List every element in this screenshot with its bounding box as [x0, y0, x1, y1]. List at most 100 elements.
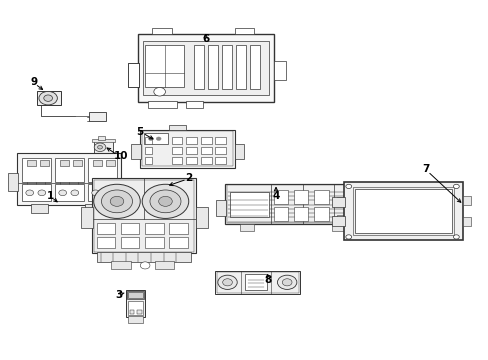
Bar [142, 131, 233, 166]
Bar [462, 217, 470, 226]
Circle shape [94, 184, 140, 219]
Bar [145, 237, 163, 248]
Bar [92, 139, 115, 142]
Text: 4: 4 [272, 191, 279, 201]
Circle shape [59, 190, 66, 195]
Bar [22, 184, 50, 201]
Bar [169, 237, 187, 248]
Bar [186, 157, 197, 164]
Circle shape [39, 91, 57, 105]
Circle shape [154, 87, 165, 96]
Bar [196, 207, 207, 228]
Circle shape [110, 196, 123, 206]
Bar [171, 137, 182, 144]
Bar [89, 112, 106, 121]
Bar [224, 184, 375, 225]
Bar [352, 188, 453, 235]
Bar [215, 137, 225, 144]
Bar [81, 207, 93, 228]
Bar [336, 215, 349, 221]
Bar [229, 193, 268, 217]
Bar [125, 290, 145, 317]
Bar [201, 157, 211, 164]
Bar [140, 130, 234, 167]
Circle shape [345, 184, 351, 189]
Bar [55, 184, 83, 201]
Bar [235, 45, 246, 89]
Bar [314, 207, 328, 221]
Bar [88, 184, 116, 201]
Text: 1: 1 [47, 191, 54, 201]
Circle shape [159, 196, 172, 206]
Bar [171, 157, 182, 164]
Bar [97, 252, 191, 262]
Bar [22, 158, 50, 182]
Circle shape [38, 190, 45, 195]
Bar [128, 292, 142, 298]
Bar [93, 160, 102, 166]
Circle shape [98, 145, 102, 149]
Bar [121, 237, 139, 248]
Bar [234, 28, 254, 34]
Circle shape [103, 190, 111, 195]
Circle shape [140, 262, 150, 269]
Bar [145, 147, 152, 154]
Circle shape [156, 137, 161, 140]
Bar [145, 224, 163, 234]
Bar [239, 224, 254, 231]
Bar [293, 207, 308, 221]
Text: 6: 6 [202, 35, 209, 44]
Bar [215, 271, 300, 294]
Bar [130, 144, 141, 159]
Bar [145, 137, 152, 144]
Circle shape [71, 190, 79, 195]
Bar [55, 158, 83, 182]
Circle shape [345, 235, 351, 239]
Text: 9: 9 [30, 77, 37, 87]
Bar [138, 34, 273, 102]
Circle shape [142, 184, 188, 219]
Circle shape [150, 190, 181, 213]
Bar [128, 63, 139, 87]
Bar [171, 147, 182, 154]
Text: 8: 8 [264, 275, 271, 285]
Bar [215, 157, 225, 164]
Bar [127, 291, 143, 299]
Bar [293, 190, 308, 204]
Bar [137, 310, 142, 314]
Bar [336, 197, 349, 204]
Bar [121, 224, 139, 234]
Circle shape [94, 143, 105, 152]
Bar [331, 197, 344, 207]
Bar [221, 45, 232, 89]
Bar [144, 133, 168, 144]
Bar [37, 91, 61, 105]
Bar [201, 147, 211, 154]
Bar [94, 180, 194, 252]
Bar [152, 28, 171, 34]
Bar [97, 224, 115, 234]
Bar [169, 125, 186, 130]
Bar [128, 63, 139, 87]
Bar [193, 45, 204, 89]
Bar [215, 147, 225, 154]
Circle shape [44, 95, 52, 102]
Bar [97, 237, 115, 248]
Bar [354, 189, 451, 233]
Bar [462, 196, 470, 205]
Bar [331, 224, 346, 231]
Circle shape [452, 184, 458, 189]
Circle shape [222, 279, 232, 286]
Bar [245, 274, 267, 290]
Bar [94, 140, 112, 154]
Bar [216, 272, 298, 293]
Bar [40, 160, 48, 166]
Text: 10: 10 [113, 151, 128, 161]
Bar [273, 207, 287, 221]
Bar [84, 204, 102, 213]
Text: 2: 2 [185, 173, 192, 183]
Bar [8, 173, 18, 191]
Text: 7: 7 [422, 164, 429, 174]
Bar [145, 45, 183, 87]
Bar [234, 144, 243, 159]
